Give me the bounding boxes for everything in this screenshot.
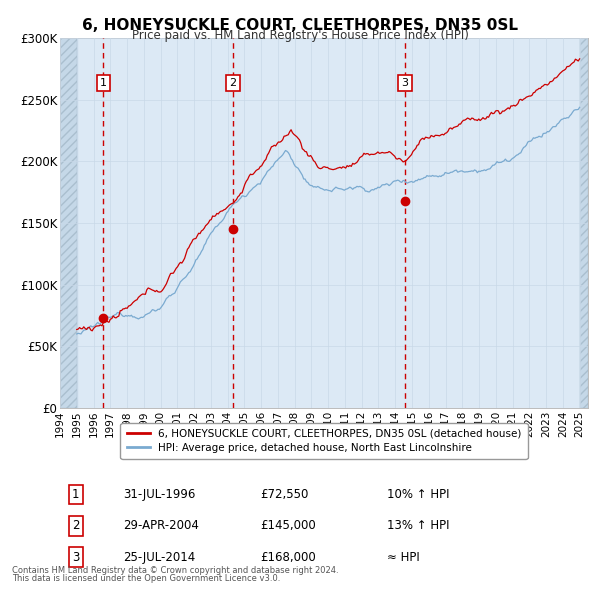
Text: £72,550: £72,550 (260, 488, 309, 501)
Text: Contains HM Land Registry data © Crown copyright and database right 2024.: Contains HM Land Registry data © Crown c… (12, 566, 338, 575)
Bar (580, 38, 588, 408)
Text: 6, HONEYSUCKLE COURT, CLEETHORPES, DN35 0SL: 6, HONEYSUCKLE COURT, CLEETHORPES, DN35 … (82, 18, 518, 32)
Text: 2: 2 (72, 519, 80, 532)
Legend: 6, HONEYSUCKLE COURT, CLEETHORPES, DN35 0SL (detached house), HPI: Average price: 6, HONEYSUCKLE COURT, CLEETHORPES, DN35 … (121, 422, 527, 459)
Text: This data is licensed under the Open Government Licence v3.0.: This data is licensed under the Open Gov… (12, 574, 280, 583)
Text: 25-JUL-2014: 25-JUL-2014 (124, 550, 196, 563)
Bar (60, 38, 77, 408)
Text: 29-APR-2004: 29-APR-2004 (124, 519, 199, 532)
Text: £168,000: £168,000 (260, 550, 316, 563)
Text: 2: 2 (230, 78, 237, 88)
Text: 10% ↑ HPI: 10% ↑ HPI (388, 488, 450, 501)
Text: Price paid vs. HM Land Registry's House Price Index (HPI): Price paid vs. HM Land Registry's House … (131, 30, 469, 42)
Bar (580, 38, 588, 408)
Bar (60, 38, 77, 408)
Text: ≈ HPI: ≈ HPI (388, 550, 420, 563)
Text: 31-JUL-1996: 31-JUL-1996 (124, 488, 196, 501)
Text: £145,000: £145,000 (260, 519, 316, 532)
Text: 13% ↑ HPI: 13% ↑ HPI (388, 519, 450, 532)
Text: 1: 1 (100, 78, 107, 88)
Text: 3: 3 (401, 78, 409, 88)
Text: 1: 1 (72, 488, 80, 501)
Text: 3: 3 (72, 550, 80, 563)
